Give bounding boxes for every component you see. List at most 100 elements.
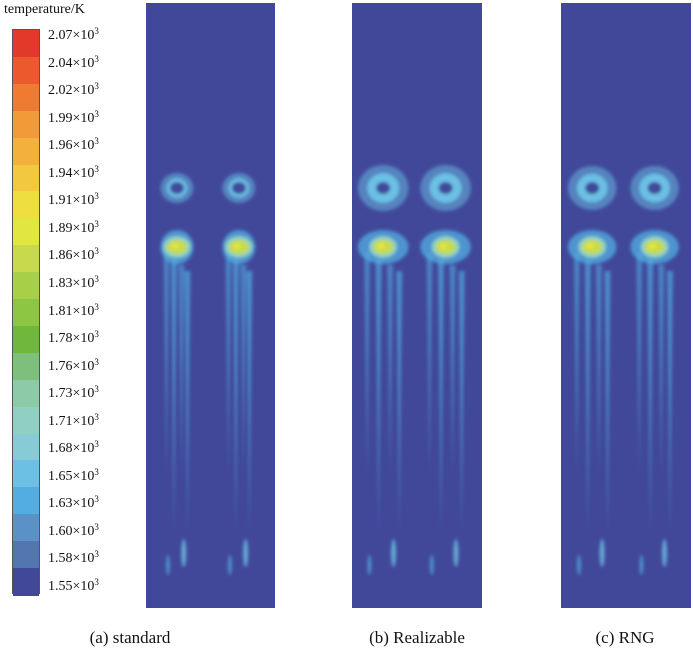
colorbar-swatch [13,164,39,193]
contour-plot [146,3,275,608]
colorbar-swatch [13,30,39,58]
burner-ring-core [647,182,662,194]
lower-hotspot [577,555,581,575]
burner-ring-core [585,182,600,194]
colorbar-tick-label: 1.89×103 [48,218,99,236]
contour-panel-standard [146,3,275,608]
colorbar-tick-label: 1.86×103 [48,246,99,264]
burner-ring-core [231,182,246,194]
contour-plot [561,3,691,608]
contour-panel-rng [561,3,691,608]
flame-peak [439,243,448,249]
lower-hotspot [391,539,397,567]
colorbar-tick-label: 1.81×103 [48,301,99,319]
colorbar-swatch [13,137,39,166]
colorbar-swatch [13,406,39,435]
colorbar-tick-label: 1.63×103 [48,494,99,512]
plume-streak [604,271,611,533]
plume-streak [364,253,371,473]
colorbar-tick-label: 2.07×103 [48,26,99,43]
colorbar-tick-label: 1.60×103 [48,521,99,539]
plume-streak [636,253,643,473]
colorbar-tick-label: 1.55×103 [48,577,99,594]
colorbar-tick-label: 1.71×103 [48,411,99,429]
plume-streak [595,265,602,473]
flame-peak [232,243,241,249]
colorbar-tick-label: 2.02×103 [48,81,99,99]
plume-streak [163,253,170,473]
plume-streak [240,265,247,473]
plume-streak [178,265,185,473]
burner-ring-core [438,182,453,194]
colorbar-swatch [13,272,39,300]
plume-streak [396,271,403,533]
plume-streak [449,265,456,473]
colorbar-swatch [13,110,39,139]
colorbar-swatch [13,460,39,488]
lower-hotspot [181,539,187,567]
colorbar-tick-label: 1.68×103 [48,439,99,457]
legend-title: temperature/K [4,2,85,17]
colorbar-tick-label: 1.73×103 [48,384,99,402]
colorbar-swatch [13,541,39,569]
colorbar-tick-label: 1.99×103 [48,108,99,126]
colorbar-tick-label: 1.94×103 [48,163,99,181]
plume-streak [667,271,673,533]
colorbar-swatch [13,218,39,246]
plume-streak [246,271,253,533]
colorbar [12,29,40,596]
colorbar-tick-label: 2.04×103 [48,53,99,71]
colorbar-swatch [13,83,39,112]
plume-streak [184,271,191,533]
colorbar-swatch [13,433,39,462]
colorbar-tick-label: 1.76×103 [48,356,99,374]
colorbar-tick-label: 1.58×103 [48,549,99,567]
colorbar-tick-label: 1.65×103 [48,466,99,484]
flame-peak [586,243,595,249]
lower-hotspot [453,539,459,567]
colorbar-swatch [13,568,39,596]
plume-streak [647,259,654,533]
flame-peak [170,243,179,249]
colorbar-tick-label: 1.91×103 [48,191,99,209]
colorbar-tick-labels: 2.07×103 2.04×103 2.02×103 1.99×103 1.96×103… [48,26,168,594]
burner-ring-core [376,182,391,194]
colorbar-swatch [13,487,39,515]
caption-realizable: (b) Realizable [369,628,465,647]
lower-hotspot [243,539,249,567]
flame-peak [648,243,657,249]
colorbar-tick-label: 1.96×103 [48,136,99,154]
plume-streak [225,253,232,473]
colorbar-swatch [13,245,39,273]
colorbar-swatch [13,379,39,408]
colorbar-swatch [13,299,39,327]
colorbar-swatch [13,191,39,219]
colorbar-swatch [13,352,39,381]
plume-streak [573,253,580,473]
lower-hotspot [227,555,232,575]
plume-streak [438,259,444,533]
caption-standard: (a) standard [89,628,171,647]
caption-rng: (c) RNG [595,628,655,647]
colorbar-swatch [13,56,39,85]
colorbar-swatch [13,325,39,354]
colorbar-tick-label: 1.83×103 [48,273,99,291]
plume-streak [375,259,382,533]
plume-streak [170,259,177,533]
burner-ring-core [169,182,184,194]
flame-peak [377,243,386,249]
lower-hotspot [367,555,372,575]
plume-streak [458,271,465,533]
plume-streak [232,259,239,533]
colorbar-swatch [13,514,39,542]
lower-hotspot [165,555,170,575]
lower-hotspot [429,555,434,575]
plume-streak [426,253,433,473]
plume-streak [658,265,665,473]
plume-streak [584,259,591,533]
lower-hotspot [639,555,644,575]
contour-plot [352,3,482,608]
plume-streak [387,265,394,473]
lower-hotspot [599,539,605,567]
contour-panel-realizable [352,3,482,608]
